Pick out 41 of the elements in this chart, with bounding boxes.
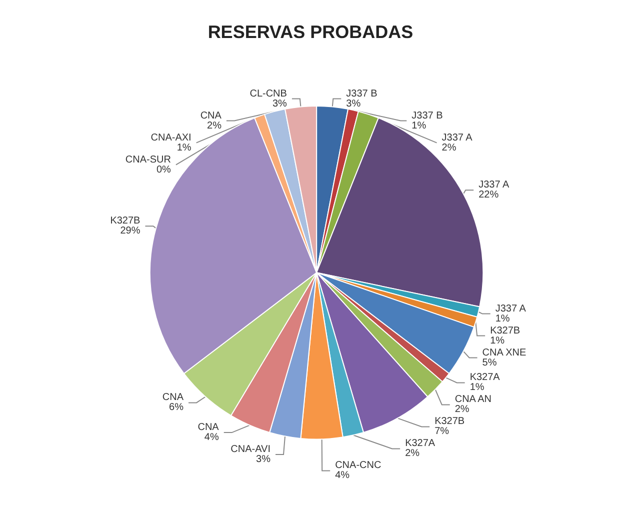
slice-label: CNA bbox=[198, 422, 220, 434]
slice-label: CNA-CNC bbox=[335, 460, 382, 472]
slice-label: CNA-AXI bbox=[150, 132, 192, 144]
slice-label: K327B bbox=[110, 216, 141, 227]
slice-label: K327B bbox=[490, 325, 520, 336]
category-label: CNA-SUR bbox=[125, 154, 171, 166]
data-label: 3% bbox=[272, 98, 288, 110]
data-label: 2% bbox=[454, 404, 470, 416]
slice-label: J337 B bbox=[412, 110, 444, 122]
data-label: 1% bbox=[176, 142, 192, 154]
text: 0% bbox=[156, 164, 171, 176]
chart-title: RESERVAS PROBADAS bbox=[208, 22, 414, 42]
data-label: 1% bbox=[470, 382, 484, 394]
data-label: 22% bbox=[478, 190, 499, 201]
data-label: 5% bbox=[482, 357, 497, 368]
slice-label: CL-CNB bbox=[250, 88, 288, 100]
slice-label: J337 A bbox=[478, 180, 510, 191]
data-label: 2% bbox=[207, 120, 222, 132]
slice-label: CNA XNE bbox=[482, 347, 526, 358]
slice-label: K327B bbox=[434, 416, 465, 428]
data-label: 3% bbox=[256, 454, 271, 466]
slice-label: CNA bbox=[200, 110, 222, 122]
slice-label: J337 A bbox=[495, 303, 526, 314]
data-label: 1% bbox=[412, 120, 426, 132]
slice-label: CNA AN bbox=[454, 394, 492, 406]
data-label: 2% bbox=[442, 142, 456, 154]
slice-label: K327A bbox=[405, 438, 436, 450]
data-label: 7% bbox=[434, 426, 450, 438]
data-label: 1% bbox=[495, 313, 510, 324]
slice-label: J337 B bbox=[346, 88, 378, 100]
slice-label: CNA bbox=[162, 392, 184, 404]
slice-label: CNA-AVI bbox=[230, 444, 271, 456]
data-label: 1% bbox=[490, 335, 505, 346]
data-label: 29% bbox=[120, 226, 140, 237]
data-label: 4% bbox=[204, 432, 219, 444]
data-label: 2% bbox=[405, 448, 420, 460]
slice-label: K327A bbox=[470, 372, 500, 384]
data-label: 4% bbox=[335, 470, 350, 482]
data-label: 6% bbox=[169, 402, 184, 414]
slice-label: J337 A bbox=[442, 132, 473, 144]
data-label: 3% bbox=[346, 98, 361, 110]
